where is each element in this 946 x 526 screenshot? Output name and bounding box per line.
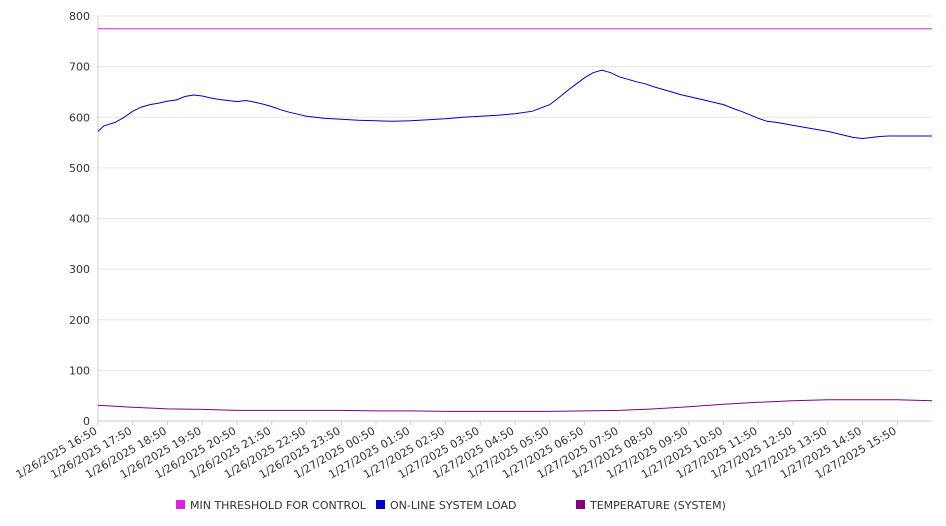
y-tick-label: 500 — [69, 162, 90, 175]
y-tick-label: 300 — [69, 263, 90, 276]
y-axis-ticks: 0 100 200 300 400 500 600 700 800 — [69, 10, 90, 428]
legend-label: ON-LINE SYSTEM LOAD — [390, 499, 516, 512]
legend-label: MIN THRESHOLD FOR CONTROL — [190, 499, 367, 512]
y-tick-label: 200 — [69, 314, 90, 327]
y-tick-label: 800 — [69, 10, 90, 23]
legend-swatch — [176, 500, 185, 509]
series-line-temperature-system — [97, 399, 933, 412]
legend-swatch — [376, 500, 385, 509]
y-tick-label: 600 — [69, 111, 90, 124]
legend-swatch — [576, 500, 585, 509]
y-tick-label: 400 — [69, 213, 90, 226]
series-line-on-line-system-load — [97, 69, 932, 140]
legend: MIN THRESHOLD FOR CONTROL ON-LINE SYSTEM … — [176, 499, 726, 512]
y-tick-label: 700 — [69, 61, 90, 74]
y-tick-label: 100 — [69, 364, 90, 377]
x-axis-ticks: 1/26/2025 16:501/26/2025 17:501/26/2025 … — [14, 421, 899, 481]
y-tick-label: 0 — [83, 415, 90, 428]
legend-label: TEMPERATURE (SYSTEM) — [589, 499, 726, 512]
series-lines — [97, 28, 933, 412]
gridlines — [98, 15, 932, 371]
